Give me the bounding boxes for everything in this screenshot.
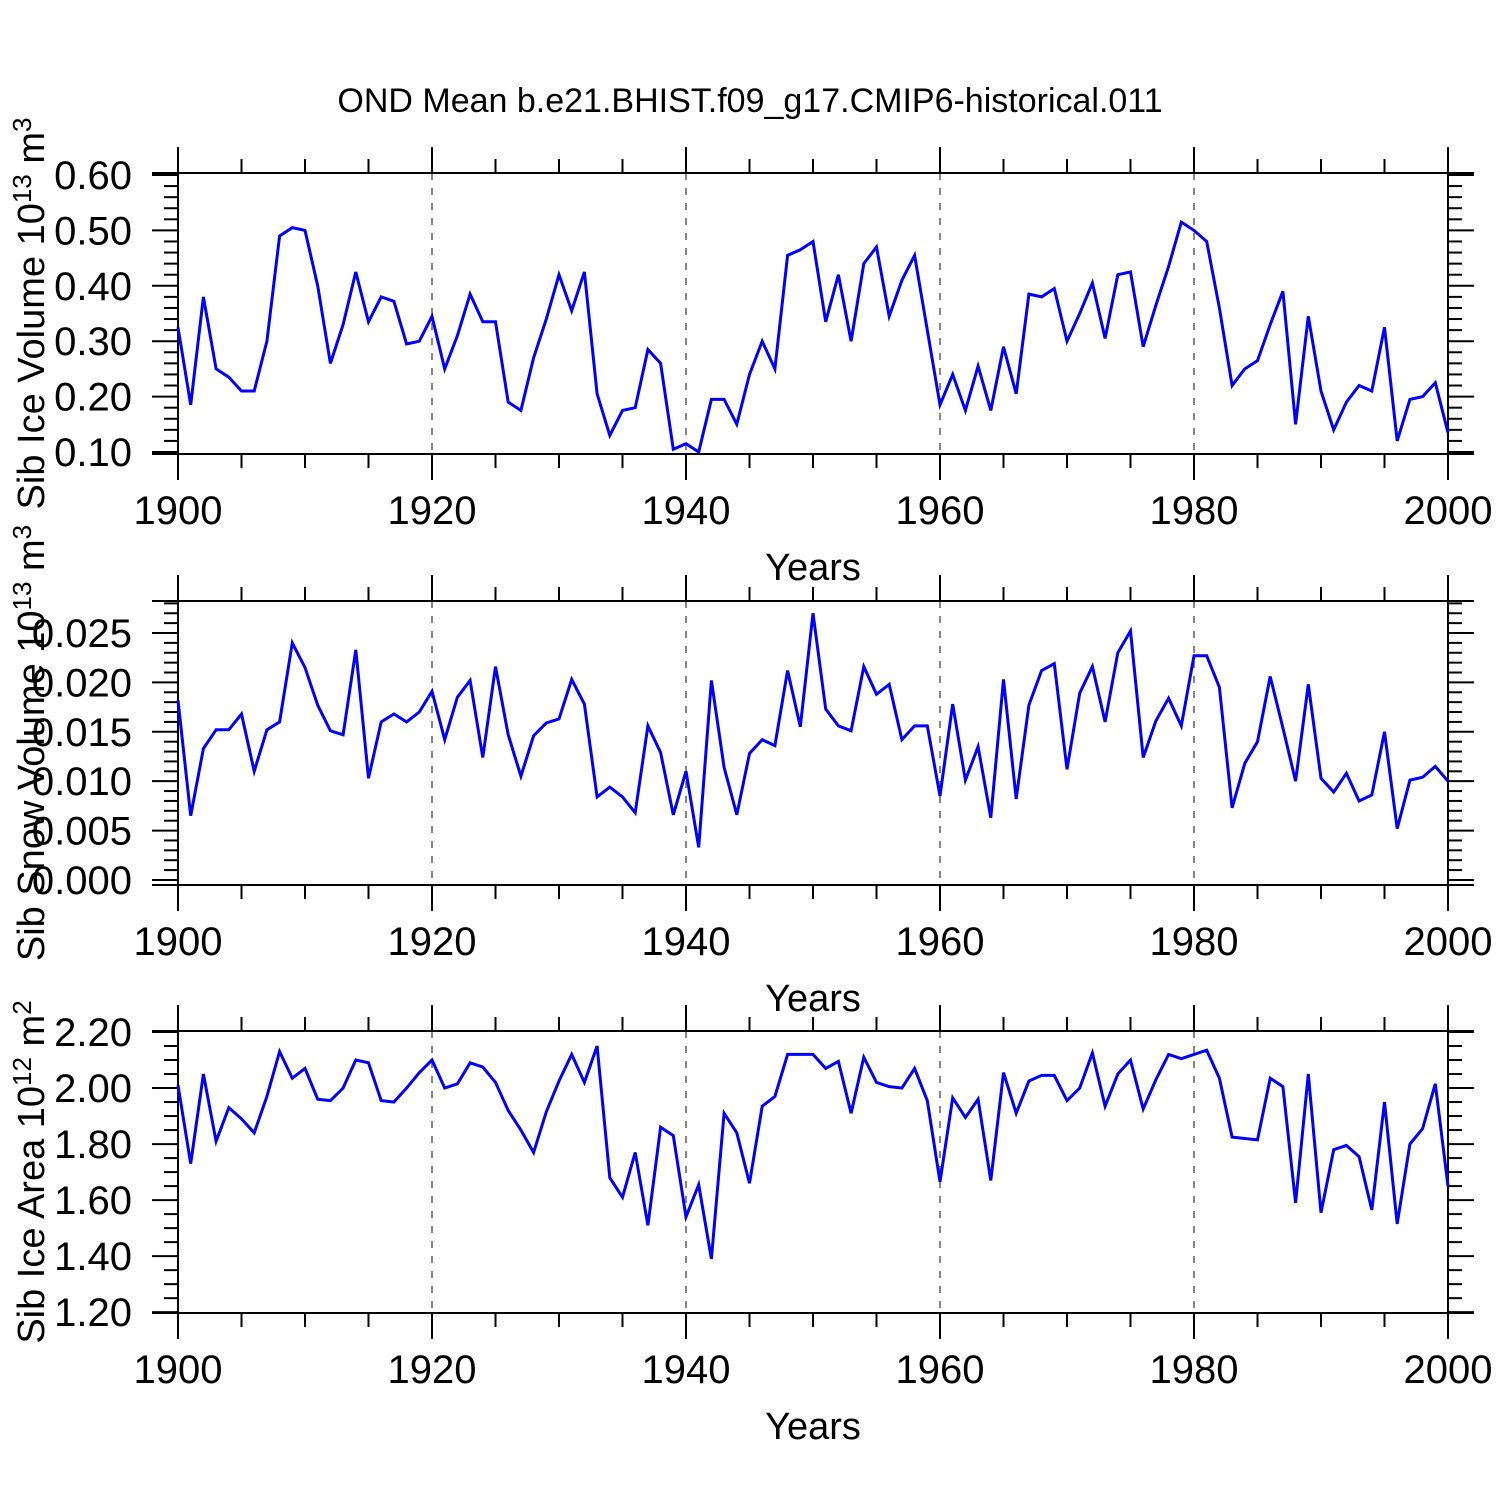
y-tick-label: 0.015 [32, 711, 132, 755]
x-tick-label: 1980 [1150, 1348, 1239, 1392]
y-axis-label: Sib Snow Volume 1013 m3 [7, 525, 53, 961]
y-tick-label: 0.60 [54, 154, 132, 198]
y-tick-label: 0.20 [54, 376, 132, 420]
y-tick-label: 0.000 [32, 859, 132, 903]
panel-1: 1900 1920 1940 1960 1980 2000 Years 0.10 0.20 0.3… [7, 118, 1492, 589]
x-tick-label: 1940 [642, 489, 731, 533]
y-axis-label: Sib Ice Area 1012 m2 [7, 1000, 53, 1343]
x-axis-label: Years [765, 1406, 861, 1448]
x-tick-label: 1980 [1150, 920, 1239, 964]
y-tick-label: 1.80 [54, 1123, 132, 1167]
y-tick-label: 0.025 [32, 612, 132, 656]
x-tick-label: 1980 [1150, 489, 1239, 533]
y-tick-label: 1.40 [54, 1235, 132, 1279]
y-tick-label: 1.20 [54, 1291, 132, 1335]
x-tick-label: 1900 [134, 1348, 223, 1392]
x-tick-label: 1960 [896, 1348, 985, 1392]
series-line [176, 219, 1450, 455]
y-axis-label: Sib Ice Volume 1013 m3 [7, 118, 53, 510]
chart-title: OND Mean b.e21.BHIST.f09_g17.CMIP6-histo… [337, 82, 1163, 120]
series-line [176, 613, 1450, 848]
y-tick-label: 0.30 [54, 320, 132, 364]
x-axis-label: Years [765, 547, 861, 589]
y-tick-label: 0.010 [32, 760, 132, 804]
y-tick-label: 1.60 [54, 1179, 132, 1223]
panel-3: 1900 1920 1940 1960 1980 2000 Years 1.20 1.40 1.6… [7, 1000, 1492, 1448]
y-tick-label: 0.40 [54, 265, 132, 309]
x-tick-label: 1960 [896, 489, 985, 533]
y-tick-label: 2.00 [54, 1067, 132, 1111]
x-tick-label: 1960 [896, 920, 985, 964]
x-tick-label: 1940 [642, 1348, 731, 1392]
panel-2: 1900 1920 1940 1960 1980 2000 Years 0.000 0.005 0… [7, 525, 1492, 1020]
x-tick-label: 1920 [388, 489, 477, 533]
x-axis-label: Years [765, 978, 861, 1020]
x-tick-label: 1900 [134, 489, 223, 533]
x-tick-label: 1920 [388, 1348, 477, 1392]
y-tick-label: 0.020 [32, 661, 132, 705]
x-tick-label: 1920 [388, 920, 477, 964]
y-tick-label: 0.10 [54, 431, 132, 475]
x-tick-label: 1900 [134, 920, 223, 964]
x-tick-label: 2000 [1404, 1348, 1493, 1392]
series-line [176, 1045, 1450, 1260]
y-tick-label: 0.005 [32, 810, 132, 854]
x-tick-label: 2000 [1404, 489, 1493, 533]
y-tick-label: 2.20 [54, 1011, 132, 1055]
y-tick-label: 0.50 [54, 209, 132, 253]
x-tick-label: 2000 [1404, 920, 1493, 964]
x-tick-label: 1940 [642, 920, 731, 964]
